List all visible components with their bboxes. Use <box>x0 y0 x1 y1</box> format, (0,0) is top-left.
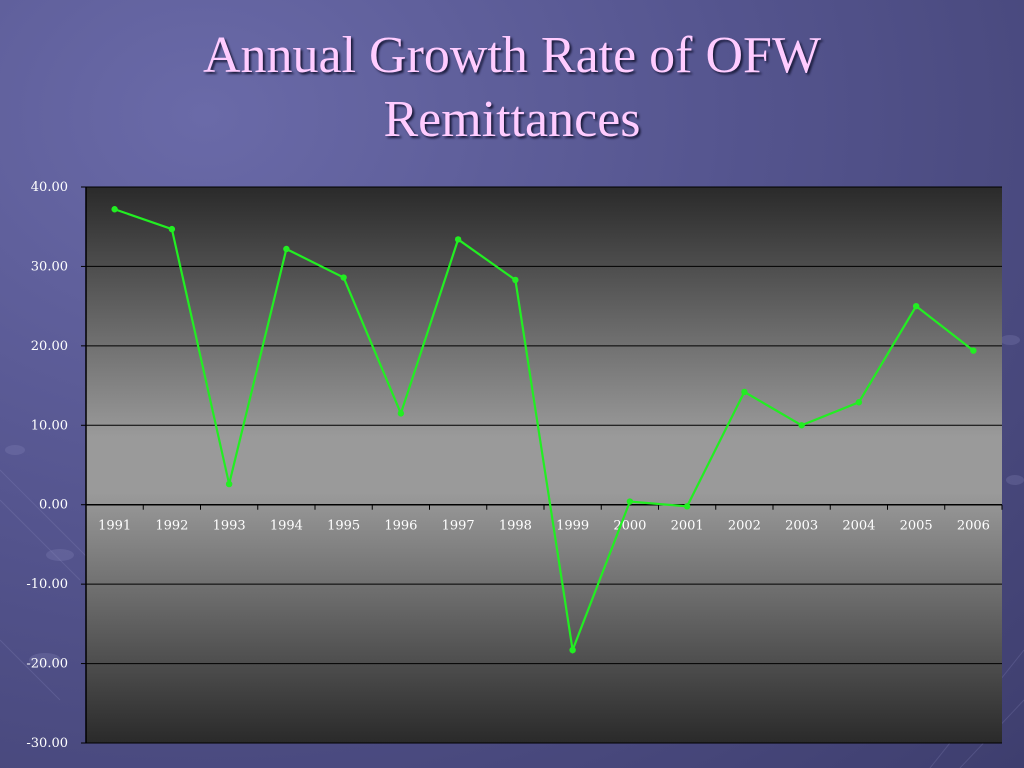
y-tick-label: 0.00 <box>39 498 68 513</box>
data-point <box>626 498 634 505</box>
page-title: Annual Growth Rate of OFW Remittances <box>0 24 1024 152</box>
data-point <box>512 276 519 284</box>
y-tick-label: -20.00 <box>26 657 68 672</box>
data-point <box>970 347 977 354</box>
y-tick-label: -30.00 <box>26 736 68 751</box>
y-tick-label: 40.00 <box>31 180 68 195</box>
x-tick-label: 1996 <box>384 519 417 534</box>
data-point <box>912 302 920 310</box>
y-tick-label: 20.00 <box>31 339 68 354</box>
x-tick-label: 2006 <box>957 519 990 534</box>
data-point <box>683 503 691 510</box>
series-line <box>114 208 975 655</box>
x-tick-label: 1997 <box>442 519 475 534</box>
data-point <box>741 388 748 396</box>
x-tick-label: 2004 <box>842 519 875 534</box>
title-line-2: Remittances <box>383 91 641 148</box>
x-tick-label: 2001 <box>671 519 704 534</box>
data-point <box>855 399 863 406</box>
data-point <box>283 245 290 253</box>
data-point <box>111 206 118 213</box>
x-tick-label: 2002 <box>728 519 761 534</box>
x-tick-label: 1992 <box>155 519 188 534</box>
data-point <box>225 480 233 488</box>
x-tick-label: 1994 <box>270 519 303 534</box>
title-line-1: Annual Growth Rate of OFW <box>202 27 822 84</box>
data-point <box>798 422 805 429</box>
data-point <box>454 236 462 243</box>
x-tick-label: 2005 <box>900 519 933 534</box>
data-point <box>397 410 405 417</box>
x-tick-label: 1993 <box>213 519 246 534</box>
data-point <box>168 225 176 233</box>
x-tick-label: 1999 <box>556 519 589 534</box>
x-tick-label: 2003 <box>785 519 818 534</box>
y-tick-label: -10.00 <box>26 577 68 592</box>
x-tick-label: 1998 <box>499 519 532 534</box>
y-tick-label: 30.00 <box>31 259 68 274</box>
data-point <box>569 646 576 654</box>
data-point <box>340 274 347 281</box>
y-tick-label: 10.00 <box>31 418 68 433</box>
x-tick-label: 1991 <box>98 519 131 534</box>
x-tick-label: 1995 <box>327 519 360 534</box>
